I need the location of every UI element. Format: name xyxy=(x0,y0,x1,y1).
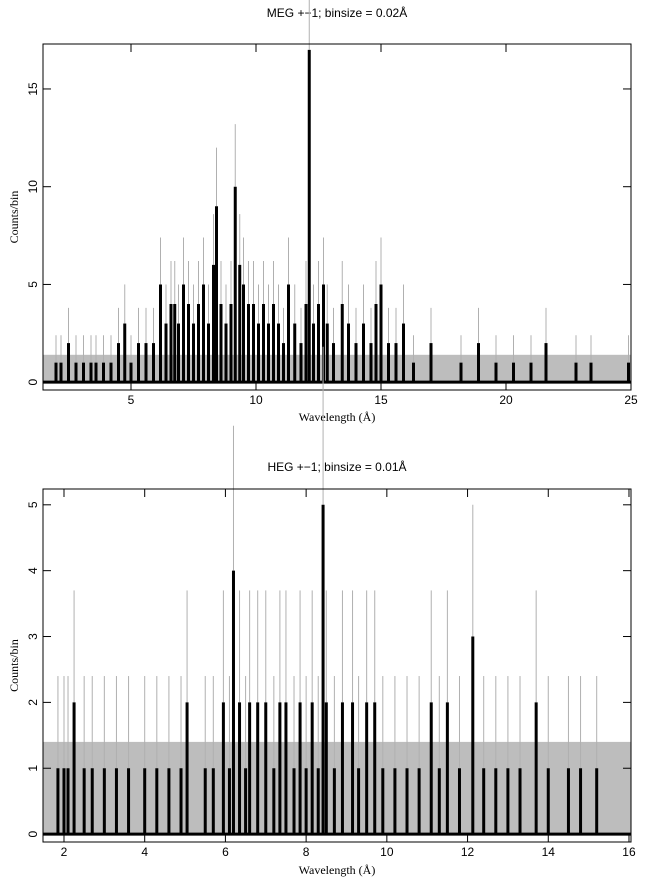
y-tick-label: 1 xyxy=(26,765,40,772)
x-tick-label: 14 xyxy=(542,845,556,859)
chart-title: HEG +−1; binsize = 0.01Å xyxy=(267,459,406,474)
x-tick-label: 10 xyxy=(249,393,263,407)
x-tick-label: 2 xyxy=(61,845,68,859)
y-tick-label: 15 xyxy=(26,82,40,96)
y-tick-label: 0 xyxy=(26,379,40,386)
y-tick-label: 10 xyxy=(26,180,40,194)
y-tick-label: 3 xyxy=(26,633,40,640)
y-tick-label: 4 xyxy=(26,567,40,574)
plot-frame xyxy=(42,43,632,391)
y-axis-label: Counts/bin xyxy=(7,191,21,244)
y-tick-label: 5 xyxy=(26,281,40,288)
zero-error-band xyxy=(43,741,631,835)
x-tick-label: 10 xyxy=(380,845,394,859)
x-tick-label: 8 xyxy=(303,845,310,859)
x-axis-label: Wavelength (Å) xyxy=(299,863,376,877)
x-axis-label: Wavelength (Å) xyxy=(299,410,376,424)
x-tick-label: 25 xyxy=(624,393,638,407)
x-tick-label: 12 xyxy=(461,845,475,859)
y-axis-label: Counts/bin xyxy=(7,639,21,692)
x-tick-label: 15 xyxy=(374,393,388,407)
plot-frame xyxy=(42,488,632,843)
chart-title: MEG +−1; binsize = 0.02Å xyxy=(267,5,407,20)
y-tick-label: 2 xyxy=(26,699,40,706)
zero-error-band xyxy=(43,354,631,383)
x-tick-label: 20 xyxy=(499,393,513,407)
y-tick-label: 5 xyxy=(26,501,40,508)
x-tick-label: 6 xyxy=(222,845,229,859)
y-tick-label: 0 xyxy=(26,830,40,837)
x-tick-label: 4 xyxy=(141,845,148,859)
x-tick-label: 5 xyxy=(128,393,135,407)
x-tick-label: 16 xyxy=(622,845,636,859)
